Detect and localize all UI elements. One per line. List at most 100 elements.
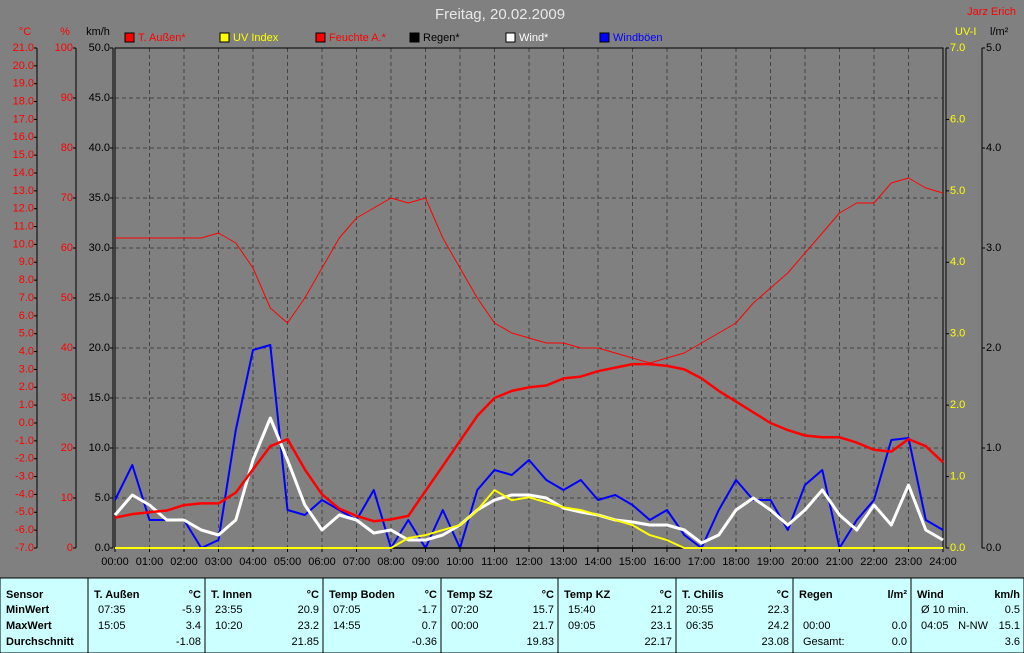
- y-tick-label: 0.0: [986, 542, 1001, 554]
- legend-label: Regen*: [423, 32, 460, 44]
- table-value: 22.17: [644, 636, 672, 648]
- x-tick-label: 03:00: [205, 556, 233, 568]
- table-value: 3.4: [186, 620, 201, 632]
- table-time: 00:00: [451, 620, 479, 632]
- legend-label: Feuchte A.*: [329, 32, 387, 44]
- table-value: 0.0: [892, 620, 907, 632]
- y-tick-label: 4.0: [986, 142, 1001, 154]
- x-tick-label: 13:00: [550, 556, 578, 568]
- table-value: -0.36: [412, 636, 437, 648]
- y-tick-label: 21.0: [13, 42, 34, 54]
- x-tick-label: 15:00: [619, 556, 647, 568]
- y-tick-label: 2.0: [986, 342, 1001, 354]
- table-time: 04:05: [921, 620, 949, 632]
- y-tick-label: 1.0: [986, 442, 1001, 454]
- legend-label: T. Außen*: [138, 32, 186, 44]
- table-value: 21.85: [291, 636, 319, 648]
- table-background: [0, 577, 1024, 653]
- table-header: Sensor: [6, 589, 44, 601]
- table-unit: l/m²: [887, 589, 907, 601]
- table-header: T. Außen: [94, 589, 140, 601]
- y-tick-label: 3.0: [950, 328, 965, 340]
- y-tick-label: 6.0: [19, 310, 34, 322]
- y-tick-label: -1.0: [15, 435, 34, 447]
- table-header: T. Innen: [211, 589, 252, 601]
- table-unit: °C: [660, 589, 672, 601]
- y-tick-label: 20: [61, 442, 73, 454]
- table-time: Ø 10 min.: [921, 604, 969, 616]
- series-line: [115, 177, 944, 364]
- table-time: Gesamt:: [803, 636, 845, 648]
- table-value: 23.2: [298, 620, 319, 632]
- y-tick-label: 60: [61, 242, 73, 254]
- table-unit: °C: [425, 589, 437, 601]
- x-tick-label: 10:00: [446, 556, 474, 568]
- axis-label: km/h: [86, 26, 110, 38]
- axis-label: l/m²: [990, 26, 1009, 38]
- y-tick-label: -2.0: [15, 453, 34, 465]
- table-direction: N-NW: [958, 620, 989, 632]
- legend-swatch: [315, 32, 326, 43]
- y-tick-label: 50.0: [89, 42, 110, 54]
- y-tick-label: -4.0: [15, 488, 34, 500]
- y-tick-label: -6.0: [15, 524, 34, 536]
- y-tick-label: 19.0: [13, 78, 34, 90]
- row-label: MaxWert: [6, 620, 52, 632]
- y-tick-label: -7.0: [15, 542, 34, 554]
- legend-swatch: [409, 32, 420, 43]
- y-tick-label: 0.0: [950, 542, 965, 554]
- y-tick-label: 50: [61, 292, 73, 304]
- y-tick-label: 7.0: [950, 42, 965, 54]
- legend-label: Wind*: [519, 32, 549, 44]
- table-value: 15.1: [999, 620, 1020, 632]
- y-tick-label: 80: [61, 142, 73, 154]
- legend-swatch: [505, 32, 516, 43]
- y-tick-label: 5.0: [950, 185, 965, 197]
- row-label: Durchschnitt: [6, 636, 74, 648]
- x-tick-label: 16:00: [653, 556, 681, 568]
- table-time: 15:40: [568, 604, 596, 616]
- x-tick-label: 00:00: [101, 556, 129, 568]
- y-tick-label: 16.0: [13, 131, 34, 143]
- axis-label: UV-I: [955, 26, 976, 38]
- table-header: Temp Boden: [329, 589, 395, 601]
- table-time: 15:05: [98, 620, 126, 632]
- y-tick-label: 30.0: [89, 242, 110, 254]
- x-tick-label: 05:00: [274, 556, 302, 568]
- legend-label: UV Index: [233, 32, 279, 44]
- y-tick-label: 7.0: [19, 292, 34, 304]
- legend-swatch: [599, 32, 610, 43]
- x-tick-label: 24:00: [929, 556, 957, 568]
- y-tick-label: 35.0: [89, 192, 110, 204]
- x-tick-label: 18:00: [722, 556, 750, 568]
- y-tick-label: -5.0: [15, 506, 34, 518]
- y-tick-label: 40.0: [89, 142, 110, 154]
- table-unit: °C: [542, 589, 554, 601]
- table-value: 21.7: [533, 620, 554, 632]
- table-value: -1.08: [176, 636, 201, 648]
- x-tick-label: 04:00: [239, 556, 267, 568]
- y-tick-label: 10: [61, 492, 73, 504]
- table-value: 0.0: [892, 636, 907, 648]
- y-tick-label: 70: [61, 192, 73, 204]
- series-line: [113, 416, 944, 545]
- y-tick-label: 0.0: [95, 542, 110, 554]
- table-header: Temp SZ: [447, 589, 493, 601]
- y-tick-label: 10.0: [13, 238, 34, 250]
- axis-label: °C: [19, 26, 31, 38]
- y-tick-label: 100: [55, 42, 73, 54]
- table-header: Regen: [799, 589, 833, 601]
- x-tick-label: 14:00: [584, 556, 612, 568]
- x-tick-label: 11:00: [481, 556, 508, 568]
- y-tick-label: 5.0: [95, 492, 110, 504]
- x-tick-label: 01:00: [136, 556, 164, 568]
- y-tick-label: 15.0: [89, 392, 110, 404]
- table-value: 0.5: [1005, 604, 1020, 616]
- table-time: 10:20: [215, 620, 243, 632]
- table-time: 14:55: [333, 620, 361, 632]
- y-tick-label: 13.0: [13, 185, 34, 197]
- y-tick-label: -3.0: [15, 470, 34, 482]
- table-value: -1.7: [418, 604, 437, 616]
- table-time: 00:00: [803, 620, 831, 632]
- y-tick-label: 2.0: [19, 381, 34, 393]
